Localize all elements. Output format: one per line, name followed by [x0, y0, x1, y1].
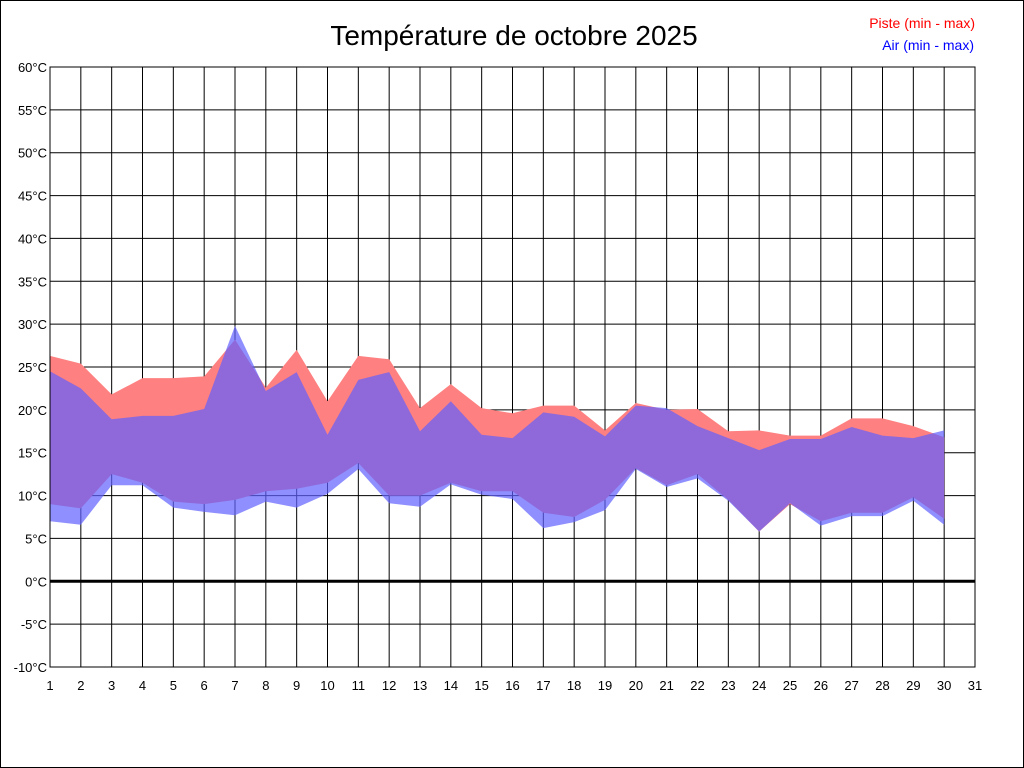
x-tick-label: 30: [937, 678, 951, 693]
y-tick-label: 30°C: [18, 317, 47, 332]
plot-border-group: [49, 66, 976, 668]
x-tick-label: 17: [536, 678, 550, 693]
y-tick-label: -5°C: [21, 617, 47, 632]
legend-air: Air (min - max): [882, 37, 974, 53]
x-tick-label: 1: [46, 678, 53, 693]
y-tick-label: 45°C: [18, 189, 47, 204]
x-tick-label: 27: [844, 678, 858, 693]
chart-title: Température de octobre 2025: [330, 20, 697, 51]
x-axis-labels: 1 2 3 4 5 6 7 8 9 10 11 12 13 14 15 16 17 18 19 20 21 22 23 24 2…: [46, 678, 982, 693]
y-tick-label: -10°C: [14, 660, 47, 675]
y-tick-label: 0°C: [25, 574, 47, 589]
x-tick-label: 24: [752, 678, 766, 693]
x-tick-label: 28: [875, 678, 889, 693]
x-tick-label: 19: [598, 678, 612, 693]
x-tick-label: 13: [413, 678, 427, 693]
x-tick-label: 16: [505, 678, 519, 693]
x-tick-label: 21: [659, 678, 673, 693]
x-tick-label: 25: [783, 678, 797, 693]
y-axis-labels: -10°C -5°C 0°C 5°C 10°C 15°C 20°C 25°C 30°C 35°C 4…: [14, 60, 47, 675]
air-band: [50, 325, 945, 532]
y-tick-label: 15°C: [18, 446, 47, 461]
legend-piste: Piste (min - max): [869, 15, 975, 31]
y-tick-label: 60°C: [18, 60, 47, 75]
x-tick-label: 18: [567, 678, 581, 693]
y-tick-label: 10°C: [18, 489, 47, 504]
x-tick-label: 5: [170, 678, 177, 693]
y-tick-label: 25°C: [18, 360, 47, 375]
x-tick-label: 31: [968, 678, 982, 693]
x-tick-label: 2: [77, 678, 84, 693]
y-tick-label: 5°C: [25, 531, 47, 546]
x-tick-label: 26: [814, 678, 828, 693]
data-areas: [50, 325, 945, 532]
x-tick-label: 23: [721, 678, 735, 693]
x-tick-label: 10: [320, 678, 334, 693]
x-tick-label: 7: [231, 678, 238, 693]
x-tick-label: 11: [352, 678, 366, 693]
x-tick-label: 4: [139, 678, 146, 693]
x-tick-label: 22: [690, 678, 704, 693]
plot-border: [49, 66, 976, 668]
x-tick-label: 8: [262, 678, 269, 693]
y-tick-label: 50°C: [18, 146, 47, 161]
grid-lines: [49, 66, 976, 668]
y-tick-label: 40°C: [18, 231, 47, 246]
x-tick-label: 29: [906, 678, 920, 693]
x-tick-label: 12: [382, 678, 396, 693]
x-tick-label: 15: [474, 678, 488, 693]
x-tick-label: 9: [293, 678, 300, 693]
x-tick-label: 3: [108, 678, 115, 693]
x-tick-label: 20: [629, 678, 643, 693]
y-tick-label: 35°C: [18, 274, 47, 289]
y-tick-label: 55°C: [18, 103, 47, 118]
x-tick-label: 14: [444, 678, 458, 693]
y-tick-label: 20°C: [18, 403, 47, 418]
x-tick-label: 6: [201, 678, 208, 693]
